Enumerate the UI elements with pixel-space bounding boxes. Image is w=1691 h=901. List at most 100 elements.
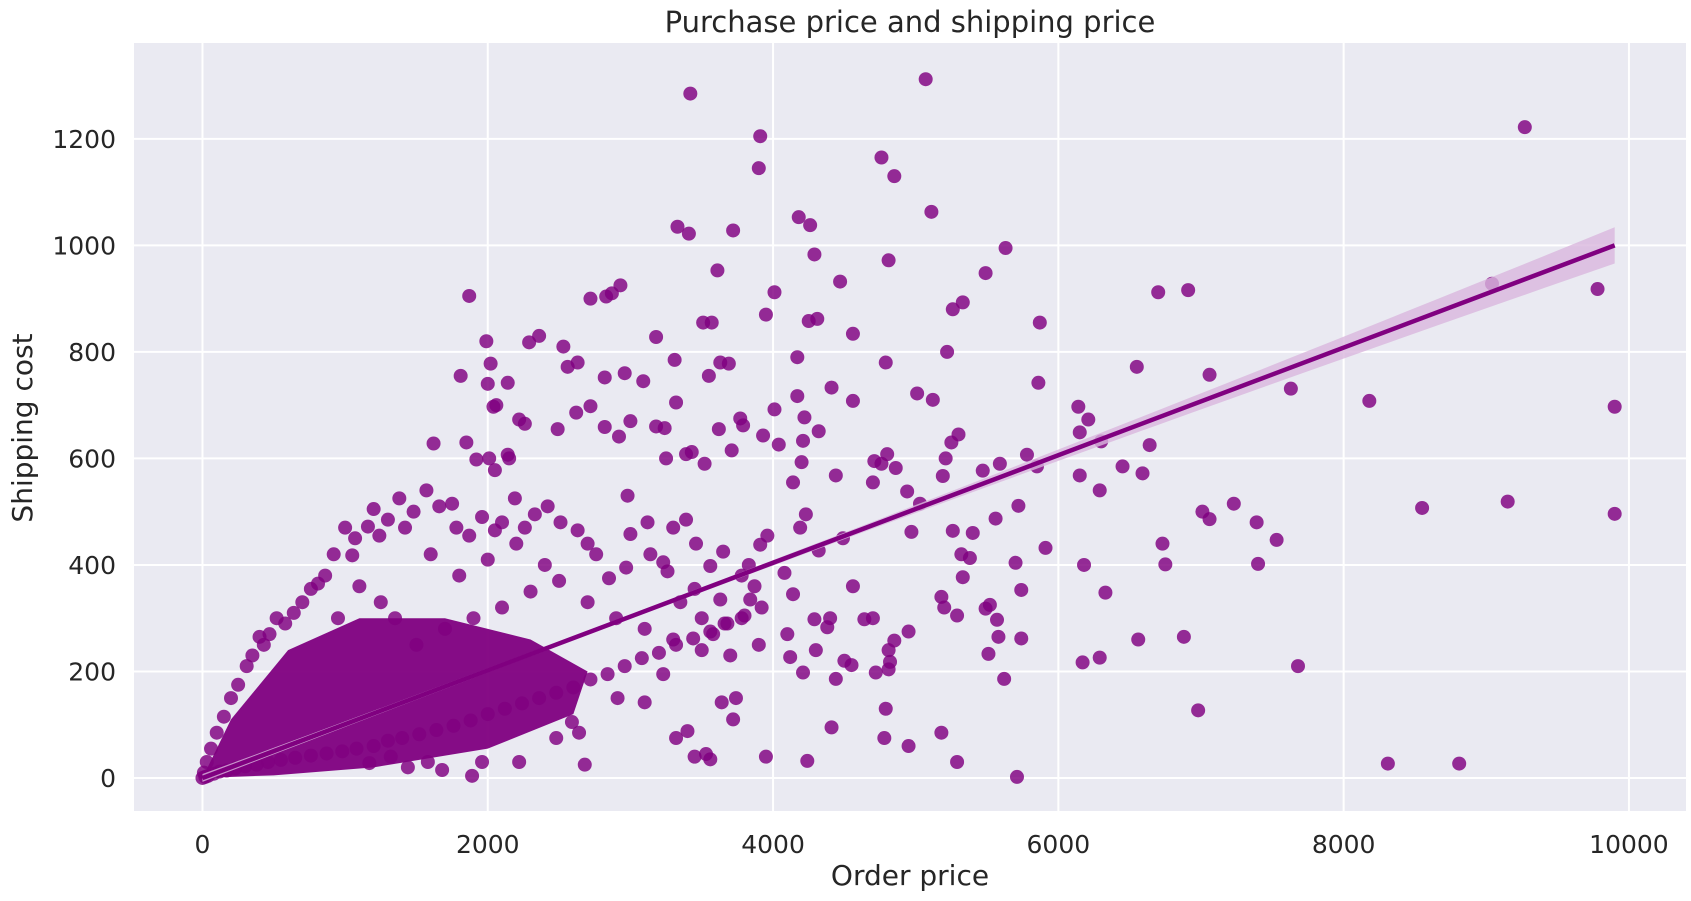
data-point [874,150,889,165]
data-point [997,671,1012,686]
data-point [992,456,1007,471]
data-point [721,356,736,371]
data-point [597,370,612,385]
data-point [1014,631,1029,646]
data-point [636,374,651,389]
x-axis-label: Order price [831,859,989,892]
data-point [345,548,360,563]
data-point [786,475,801,490]
x-tick-label: 8000 [1312,830,1376,859]
data-point [643,547,658,562]
data-point [459,435,474,450]
data-point [1158,557,1173,572]
data-point [583,291,598,306]
y-tick-label: 800 [68,338,116,367]
data-point [747,579,762,594]
data-point [303,581,318,596]
data-point [714,695,729,710]
y-axis-label: Shipping cost [6,333,39,522]
data-point [955,295,970,310]
x-tick-label: 10000 [1589,830,1669,859]
data-point [669,731,684,746]
data-point [1081,412,1096,427]
data-point [569,405,584,420]
data-point [649,419,664,434]
data-point [392,491,407,506]
data-point [597,420,612,434]
data-point [810,311,825,326]
data-point [703,559,718,574]
data-point [1452,756,1467,771]
data-point [981,646,996,661]
data-point [925,392,940,407]
data-point [656,667,671,682]
data-point [794,455,809,470]
data-point [564,715,579,730]
data-point [901,739,916,754]
data-point [239,659,254,674]
dense-point-cloud [202,618,588,778]
data-point [1092,650,1107,665]
data-point [634,651,649,666]
data-point [1517,120,1532,135]
data-point [348,531,363,546]
data-point [532,691,547,706]
data-point [797,410,812,425]
data-point [502,451,517,466]
data-point [786,587,801,602]
data-point [1415,500,1430,515]
data-point [711,422,726,437]
data-point [990,612,1005,627]
data-point [703,752,718,767]
data-point [901,624,916,639]
data-point [783,650,798,665]
data-point [1291,659,1305,674]
data-point [1151,285,1166,300]
data-point [796,433,811,448]
data-point [1500,494,1515,509]
data-point [463,713,478,728]
data-point [553,515,568,530]
data-point [469,452,484,467]
data-points [195,72,1622,785]
data-point [522,335,537,350]
data-point [612,429,626,444]
data-point [1129,359,1144,374]
data-point [517,416,532,431]
y-tick-label: 0 [100,764,116,793]
data-point [881,662,896,677]
data-point [694,611,709,626]
data-point [1283,381,1298,396]
data-point [1191,703,1206,718]
data-point [758,749,773,764]
data-point [669,395,684,410]
data-point [231,677,246,692]
data-point [701,368,716,383]
data-point [204,741,219,756]
data-point [950,608,965,623]
data-point [423,547,438,562]
data-point [335,744,350,759]
data-point [904,524,919,539]
data-point [945,302,960,317]
data-point [865,611,880,626]
data-point [651,645,666,660]
data-point [224,691,238,706]
data-point [497,701,512,716]
data-point [483,356,498,371]
data-point [1249,515,1264,530]
data-point [771,437,786,452]
data-point [726,223,741,238]
data-point [767,285,782,300]
data-point [349,741,364,756]
data-point [617,659,632,674]
data-point [1607,506,1622,521]
data-point [991,629,1006,644]
data-point [940,344,955,359]
data-point [694,643,709,658]
data-point [720,616,735,631]
data-point [420,755,435,770]
data-point [790,350,805,365]
data-point [462,288,477,303]
data-point [252,629,267,644]
